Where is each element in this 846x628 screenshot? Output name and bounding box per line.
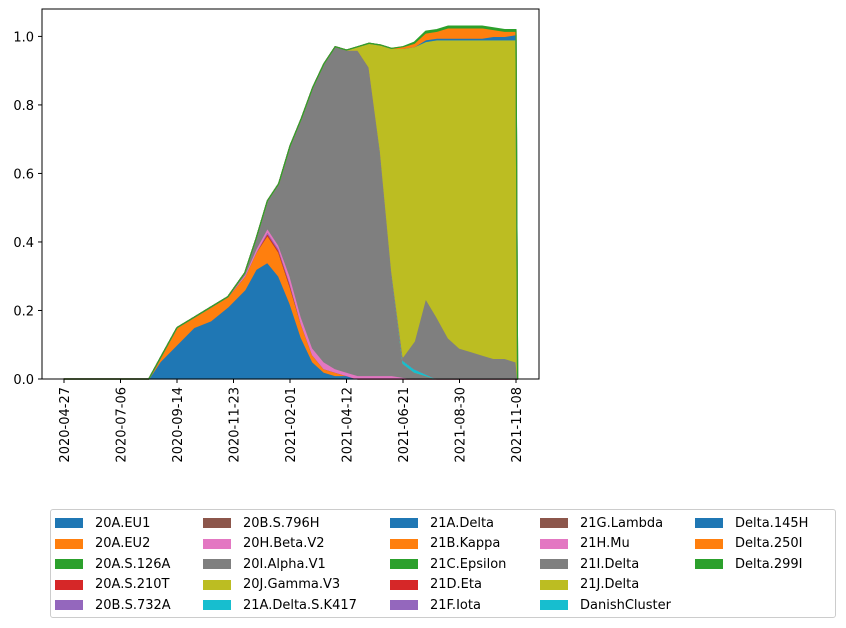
legend-item: 21C.Epsilon [390, 554, 506, 574]
legend-label: 20A.EU1 [95, 515, 151, 531]
legend-label: 20A.S.210T [95, 577, 170, 592]
x-tick-label: 2021-04-12 [341, 387, 356, 463]
legend-swatch [55, 538, 83, 549]
legend-item: 20H.Beta.V2 [203, 534, 325, 554]
legend-label: 21A.Delta.S.K417 [243, 597, 357, 613]
x-tick-label: 2021-06-21 [397, 387, 412, 463]
legend-item: 20B.S.732A [55, 595, 171, 615]
legend-swatch [55, 559, 83, 569]
legend-swatch [540, 538, 568, 549]
legend-item: 21J.Delta [540, 575, 639, 595]
legend-swatch [203, 518, 231, 528]
y-tick-label: 0.8 [13, 99, 34, 114]
legend-swatch [695, 518, 723, 528]
legend-swatch [540, 579, 568, 590]
legend-item: 21I.Delta [540, 554, 639, 574]
x-tick-label: 2020-09-14 [171, 387, 186, 463]
legend-label: 20A.EU2 [95, 536, 151, 551]
legend-label: 21A.Delta [430, 515, 495, 531]
legend-swatch [540, 518, 568, 528]
legend-item: 20A.EU1 [55, 513, 150, 533]
legend-swatch [695, 559, 723, 569]
legend-item: 20A.S.210T [55, 575, 169, 595]
y-tick-label: 0.6 [13, 167, 34, 182]
legend-swatch [203, 600, 231, 610]
legend-label: 21G.Lambda [580, 515, 664, 531]
y-axis: 0.0 0.2 0.4 0.6 0.8 1.0 [13, 30, 42, 388]
legend-swatch [540, 559, 568, 569]
legend-label: DanishCluster [580, 597, 671, 613]
legend-item: DanishCluster [540, 595, 671, 615]
legend-item: 21H.Mu [540, 534, 630, 554]
y-tick-label: 0.4 [13, 236, 34, 251]
legend-swatch [390, 600, 418, 610]
legend-item: Delta.299I [695, 554, 802, 574]
legend-swatch [55, 600, 83, 610]
legend-label: 20H.Beta.V2 [243, 536, 325, 551]
legend-label: 20A.S.126A [95, 556, 171, 572]
legend-item: 20J.Gamma.V3 [203, 575, 340, 595]
legend-label: 20B.S.796H [243, 515, 320, 531]
legend-item: 21A.Delta.S.K417 [203, 595, 357, 615]
legend-label: 20I.Alpha.V1 [243, 556, 326, 572]
legend-label: 21B.Kappa [430, 536, 501, 551]
legend-swatch [203, 579, 231, 590]
legend-item: Delta.250I [695, 534, 802, 554]
legend-item: 21G.Lambda [540, 513, 663, 533]
stacked-area-chart: 0.00.20.40.60.81.0 2020-04-27 2020-07-06 2… [13, 8, 540, 463]
legend-item: 21D.Eta [390, 575, 482, 595]
legend-item: 21B.Kappa [390, 534, 500, 554]
legend-label: Delta.145H [735, 515, 809, 531]
x-tick-label: 2021-08-30 [454, 387, 469, 463]
legend-label: 20B.S.732A [95, 597, 171, 613]
x-tick-label: 2020-04-27 [58, 387, 73, 463]
legend-item: 20A.EU2 [55, 534, 150, 554]
area-layer [63, 25, 519, 380]
x-tick-label: 2021-11-08 [510, 387, 525, 463]
legend-label: Delta.250I [735, 536, 803, 551]
x-tick-label: 2020-07-06 [115, 387, 130, 463]
legend-item: 20B.S.796H [203, 513, 320, 533]
legend-label: 21F.Iota [430, 597, 481, 613]
legend-item: 20A.S.126A [55, 554, 170, 574]
legend-label: 21I.Delta [580, 556, 640, 572]
y-tick-label: 0.0 [13, 373, 34, 388]
y-tick-label: 0.2 [13, 304, 34, 319]
legend-label: 21D.Eta [430, 577, 482, 592]
x-axis: 2020-04-27 2020-07-06 2020-09-14 2020-11-23… [58, 379, 525, 463]
legend-item: 21A.Delta [390, 513, 494, 533]
x-tick-label: 2021-02-01 [284, 387, 299, 463]
y-tick-label: 1.0 [13, 30, 34, 45]
legend-swatch [203, 559, 231, 569]
legend-swatch [55, 579, 83, 590]
legend-swatch [55, 518, 83, 528]
legend-label: 20J.Gamma.V3 [243, 577, 341, 592]
legend-label: 21H.Mu [580, 536, 630, 551]
legend-label: Delta.299I [735, 556, 803, 572]
legend-swatch [390, 518, 418, 528]
legend: 20A.EU1 20A.EU2 20A.S.126A 20A.S.210T 20B.S.… [50, 509, 836, 618]
legend-swatch [695, 538, 723, 549]
legend-label: 21C.Epsilon [430, 556, 507, 572]
legend-item: 21F.Iota [390, 595, 481, 615]
legend-item: Delta.145H [695, 513, 808, 533]
legend-swatch [203, 538, 231, 549]
x-tick-label: 2020-11-23 [228, 387, 243, 463]
legend-swatch [540, 600, 568, 610]
legend-label: 21J.Delta [580, 577, 640, 592]
legend-swatch [390, 538, 418, 549]
legend-swatch [390, 579, 418, 590]
legend-item: 20I.Alpha.V1 [203, 554, 326, 574]
legend-swatch [390, 559, 418, 569]
